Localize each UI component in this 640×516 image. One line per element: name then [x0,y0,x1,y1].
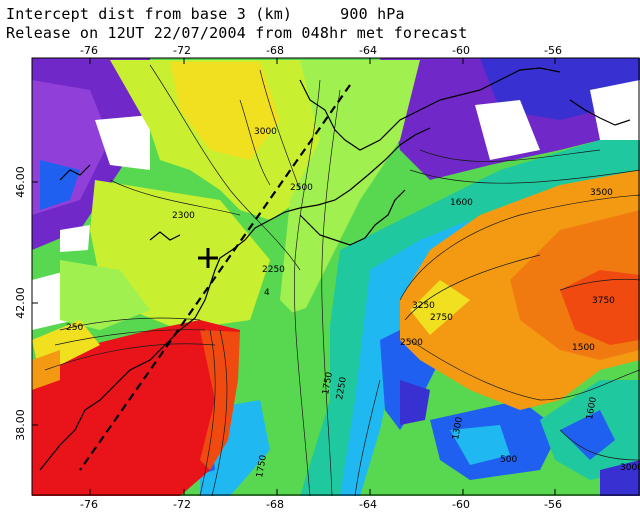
contour-label: 3000 [620,463,640,473]
x-tick-label: -60 [452,498,470,511]
y-tick-label: 38.00 [14,409,27,441]
contour-label: 1600 [450,198,473,208]
x-tick-label: -72 [173,44,191,57]
nodata-ne-2 [590,80,640,150]
release-marker [198,248,218,268]
contour-label: 1500 [572,343,595,353]
region-darkblue-belt [400,380,430,425]
coastline-path [39,127,431,471]
contour-label: 2750 [430,313,453,323]
contour-line [419,149,601,162]
map-title-line-2: Release on 12UT 22/07/2004 from 048hr me… [6,24,468,42]
contour-label: 2300 [172,211,195,221]
x-tick-label: -76 [80,44,98,57]
contour-label: 3250 [412,301,435,311]
contour-line [44,343,216,371]
contour-line [559,278,640,291]
x-tick-label: -60 [452,44,470,57]
x-tick-label: -64 [359,498,377,511]
y-tick-label: 46.00 [14,166,27,198]
contour-line [149,64,301,271]
region-blue-nw [40,160,80,210]
nodata-west-2 [60,225,90,252]
contour-label: 2250 [262,265,285,275]
x-tick-label: -56 [544,498,562,511]
contour-line [354,379,381,496]
y-tick-label: 42.00 [14,287,27,319]
contour-line [399,194,640,301]
contour-line [199,329,216,496]
contour-label: 2500 [290,183,313,193]
x-axis-top: -76 -72 -68 -64 -60 -56 [80,44,562,64]
region-teal-belt [300,140,640,496]
plot-frame [31,57,640,496]
contour-line [409,169,640,184]
region-blue-se [560,410,615,460]
x-tick-label: -72 [173,498,191,511]
contour-label: 3000 [254,127,277,137]
x-axis-bottom: -76 -72 -68 -64 -60 -56 [80,489,562,511]
contour-line [59,317,201,331]
title-quantity: Intercept dist from base 3 (km) [6,5,293,23]
x-tick-label: -64 [359,44,377,57]
coastline-path [299,79,441,151]
contour-line [211,329,228,496]
contour-label: 1750 [321,371,335,396]
contour-label: 250 [66,323,83,333]
coastline-path [59,164,91,181]
filled-contours [32,58,640,496]
contour-label: 2250 [335,376,349,401]
contour-line [54,329,206,346]
contour-line [409,339,640,401]
contour-line [109,179,241,216]
region-yellow-east-edge [410,280,470,335]
region-orangered-sw-edge [200,330,240,470]
nodata-nw [95,115,150,170]
contour-label: 1600 [585,396,599,421]
region-yellow-north [170,62,280,160]
x-tick-label: -68 [266,44,284,57]
region-cyan-belt [340,220,470,496]
contour-label: 3750 [592,296,615,306]
trajectory-dashed-line [79,84,351,471]
contour-line [404,254,541,321]
region-cyan-south [450,425,510,465]
contour-label-group: 3000 2500 2300 2250 250 4 1600 3500 3250… [66,127,640,479]
region-red-sw [32,320,240,496]
contour-label: 1750 [255,454,269,479]
contour-line [239,99,271,186]
coastline-path [299,189,406,246]
coastline-path [149,231,181,241]
coastline-path [439,67,561,101]
x-tick-label: -76 [80,498,98,511]
contour-label: 1300 [451,416,465,441]
coastline [39,67,631,471]
contour-line [321,89,341,496]
contour-line [259,69,301,191]
x-tick-label: -56 [544,44,562,57]
region-darkblue-se [600,460,640,496]
map-title-line-1: Intercept dist from base 3 (km) 900 hPa [6,6,405,23]
contour-label: 2500 [400,338,423,348]
contour-label: 3500 [590,188,613,198]
coastline-path [569,99,631,126]
title-level: 900 hPa [340,5,405,23]
contour-label: 4 [264,288,270,298]
region-orangered-east [560,270,640,345]
contour-label: 500 [500,455,517,465]
contour-line [559,429,640,461]
x-tick-label: -68 [266,498,284,511]
y-axis-left: 46.00 42.00 38.00 [14,166,38,441]
nodata-ne-1 [475,100,540,160]
region-lightgreen-west [60,260,150,330]
